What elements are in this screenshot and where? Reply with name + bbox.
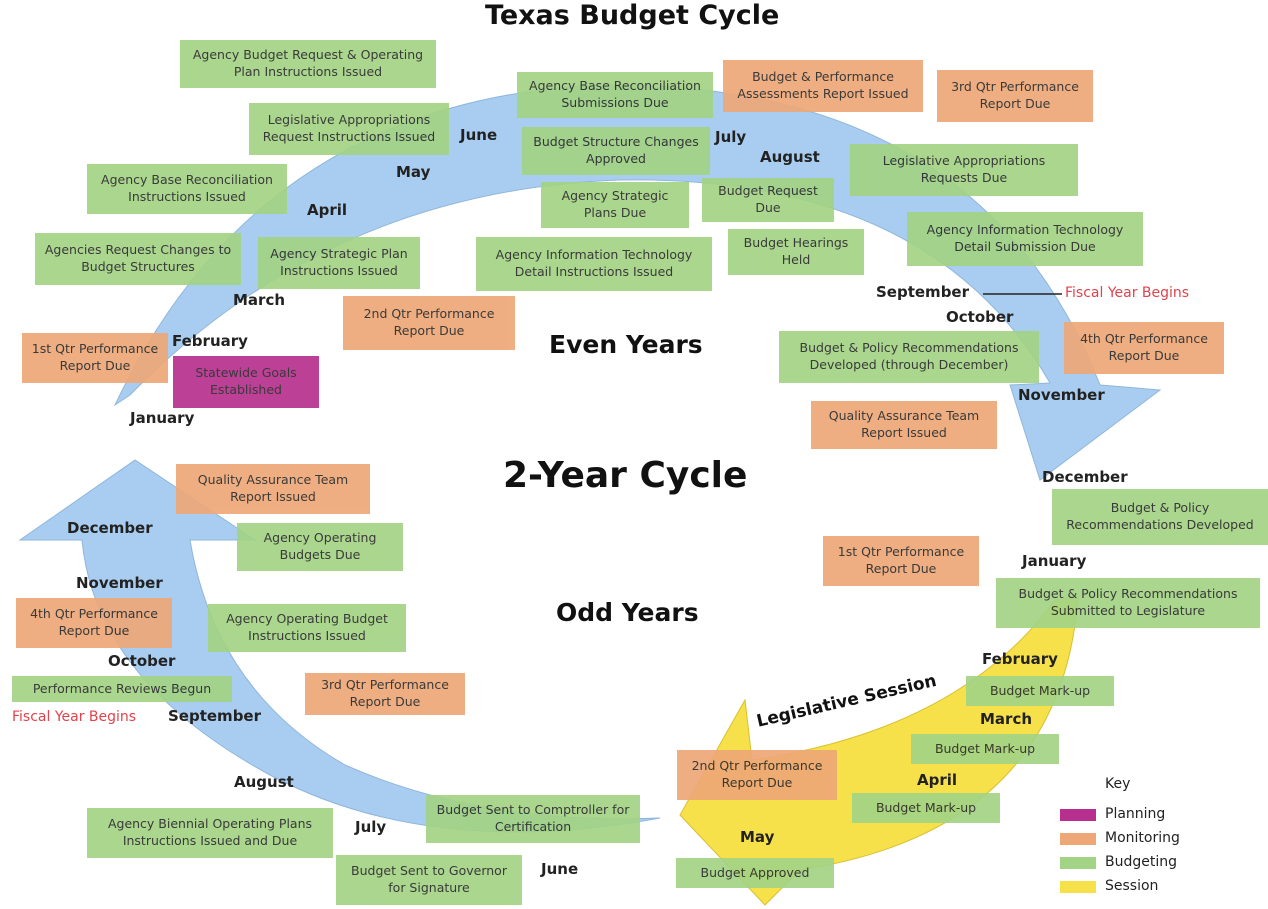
event-box: Agency Strategic Plan Instructions Issue… bbox=[258, 237, 420, 289]
event-box: Statewide Goals Established bbox=[173, 356, 319, 408]
event-box: Legislative Appropriations Request Instr… bbox=[249, 103, 449, 155]
month-label: October bbox=[108, 652, 176, 670]
event-box: Quality Assurance Team Report Issued bbox=[811, 401, 997, 449]
event-box: Budget & Policy Recommendations Develope… bbox=[1052, 489, 1268, 545]
key-swatch bbox=[1060, 833, 1096, 845]
event-box: Budget & Performance Assessments Report … bbox=[723, 60, 923, 112]
month-label: February bbox=[172, 332, 248, 350]
event-box: Quality Assurance Team Report Issued bbox=[176, 464, 370, 514]
month-label: November bbox=[76, 574, 163, 592]
key-title: Key bbox=[1105, 776, 1131, 792]
month-label: April bbox=[307, 201, 348, 219]
key-label: Planning bbox=[1105, 806, 1166, 822]
event-box: Budget Structure Changes Approved bbox=[522, 127, 710, 175]
event-box: Budget Request Due bbox=[702, 178, 834, 222]
event-box: Legislative Appropriations Requests Due bbox=[850, 144, 1078, 196]
month-label: July bbox=[715, 128, 747, 146]
month-label: April bbox=[917, 771, 958, 789]
event-box: 3rd Qtr Performance Report Due bbox=[937, 70, 1093, 122]
event-box: Agencies Request Changes to Budget Struc… bbox=[35, 233, 241, 285]
month-label: May bbox=[740, 828, 775, 846]
event-box: Budget Approved bbox=[676, 858, 834, 888]
event-box: Budget & Policy Recommendations Submitte… bbox=[996, 578, 1260, 628]
event-box: Budget Mark-up bbox=[911, 734, 1059, 764]
odd-years-arrow bbox=[18, 459, 661, 833]
event-box: 4th Qtr Performance Report Due bbox=[16, 598, 172, 648]
event-box: Agency Information Technology Detail Sub… bbox=[907, 212, 1143, 266]
key-label: Session bbox=[1105, 878, 1159, 894]
month-label: March bbox=[980, 710, 1033, 728]
month-label: July bbox=[355, 818, 387, 836]
even-years-label: Even Years bbox=[549, 330, 703, 359]
event-box: 2nd Qtr Performance Report Due bbox=[677, 750, 837, 800]
month-label: September bbox=[876, 283, 969, 301]
event-box: Agency Biennial Operating Plans Instruct… bbox=[87, 808, 333, 858]
month-label: June bbox=[460, 126, 498, 144]
event-box: Agency Operating Budgets Due bbox=[237, 523, 403, 571]
event-box: 2nd Qtr Performance Report Due bbox=[343, 296, 515, 350]
cycle-label: 2-Year Cycle bbox=[503, 455, 748, 496]
month-label: January bbox=[130, 409, 195, 427]
event-box: Agency Strategic Plans Due bbox=[541, 182, 689, 228]
event-box: Agency Operating Budget Instructions Iss… bbox=[208, 604, 406, 652]
event-box: Performance Reviews Begun bbox=[12, 676, 232, 702]
event-box: Budget Sent to Comptroller for Certifica… bbox=[426, 795, 640, 843]
event-box: 3rd Qtr Performance Report Due bbox=[305, 673, 465, 715]
event-box: 1st Qtr Performance Report Due bbox=[823, 536, 979, 586]
month-label: June bbox=[541, 860, 579, 878]
event-box: Budget Hearings Held bbox=[728, 229, 864, 275]
odd-years-label: Odd Years bbox=[556, 598, 699, 627]
month-label: October bbox=[946, 308, 1014, 326]
key-swatch bbox=[1060, 881, 1096, 893]
fiscal-year-label: Fiscal Year Begins bbox=[12, 709, 137, 725]
event-box: Agency Base Reconciliation Instructions … bbox=[87, 164, 287, 214]
fiscal-year-label: Fiscal Year Begins bbox=[1065, 285, 1190, 301]
key-label: Monitoring bbox=[1105, 830, 1180, 846]
event-box: Agency Budget Request & Operating Plan I… bbox=[180, 40, 436, 88]
event-box: Agency Base Reconciliation Submissions D… bbox=[517, 72, 713, 118]
key-label: Budgeting bbox=[1105, 854, 1178, 870]
key-swatch bbox=[1060, 857, 1096, 869]
month-label: August bbox=[760, 148, 820, 166]
month-label: March bbox=[233, 291, 286, 309]
event-box: Budget Mark-up bbox=[852, 793, 1000, 823]
month-label: September bbox=[168, 707, 261, 725]
month-label: February bbox=[982, 650, 1058, 668]
month-label: May bbox=[396, 163, 431, 181]
event-box: Budget Sent to Governor for Signature bbox=[336, 855, 522, 905]
month-label: December bbox=[1042, 468, 1128, 486]
title: Texas Budget Cycle bbox=[485, 0, 780, 31]
key-swatch bbox=[1060, 809, 1096, 821]
event-box: 1st Qtr Performance Report Due bbox=[22, 333, 168, 383]
month-label: January bbox=[1022, 552, 1087, 570]
month-label: August bbox=[234, 773, 294, 791]
event-box: Budget Mark-up bbox=[966, 676, 1114, 706]
event-box: Budget & Policy Recommendations Develope… bbox=[779, 331, 1039, 383]
event-box: 4th Qtr Performance Report Due bbox=[1064, 322, 1224, 374]
event-box: Agency Information Technology Detail Ins… bbox=[476, 237, 712, 291]
month-label: November bbox=[1018, 386, 1105, 404]
month-label: December bbox=[67, 519, 153, 537]
